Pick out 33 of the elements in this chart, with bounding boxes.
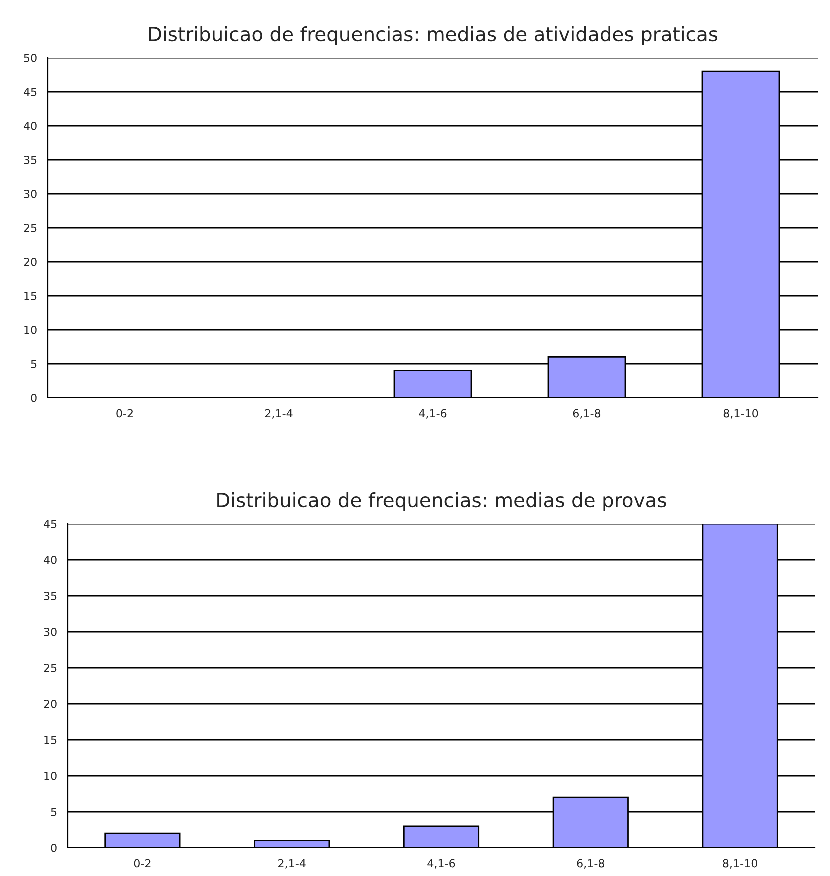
y-tick-label: 5 xyxy=(51,808,57,816)
y-tick-label: 0 xyxy=(31,394,37,402)
y-tick-label: 40 xyxy=(24,122,37,130)
x-tick-label: 2,1-4 xyxy=(265,409,293,419)
x-tick-label: 8,1-10 xyxy=(724,409,758,419)
y-tick-label: 25 xyxy=(44,664,57,672)
y-tick-label: 20 xyxy=(24,258,37,266)
x-tick-label: 4,1-6 xyxy=(419,409,447,419)
x-tick-label: 6,1-8 xyxy=(573,409,601,419)
y-tick-label: 15 xyxy=(24,292,37,300)
y-tick-label: 40 xyxy=(44,556,57,564)
x-tick-label: 6,1-8 xyxy=(577,859,605,869)
y-tick-label: 35 xyxy=(24,156,37,164)
y-tick-label: 30 xyxy=(44,628,57,636)
y-tick-label: 45 xyxy=(44,520,57,528)
y-tick-label: 10 xyxy=(24,326,37,334)
y-tick-label: 50 xyxy=(24,54,37,62)
x-tick-label: 2,1-4 xyxy=(278,859,306,869)
y-tick-label: 20 xyxy=(44,700,57,708)
x-tick-label: 0-2 xyxy=(116,409,133,418)
y-tick-label: 5 xyxy=(31,360,37,368)
y-tick-label: 10 xyxy=(44,772,57,780)
x-tick-label: 8,1-10 xyxy=(723,859,758,869)
y-tick-label: 0 xyxy=(51,844,57,852)
y-tick-label: 30 xyxy=(24,190,37,198)
x-tick-label: 0-2 xyxy=(134,859,151,868)
y-tick-label: 15 xyxy=(44,736,57,744)
chart-title: Distribuicao de frequencias: medias de provas xyxy=(218,492,666,512)
x-tick-label: 4,1-6 xyxy=(428,859,456,869)
y-tick-label: 35 xyxy=(44,592,57,600)
y-tick-label: 45 xyxy=(24,88,37,96)
y-tick-label: 25 xyxy=(24,224,37,232)
chart-title: Distribuicao de frequencias: medias de atividades praticas xyxy=(149,26,718,46)
